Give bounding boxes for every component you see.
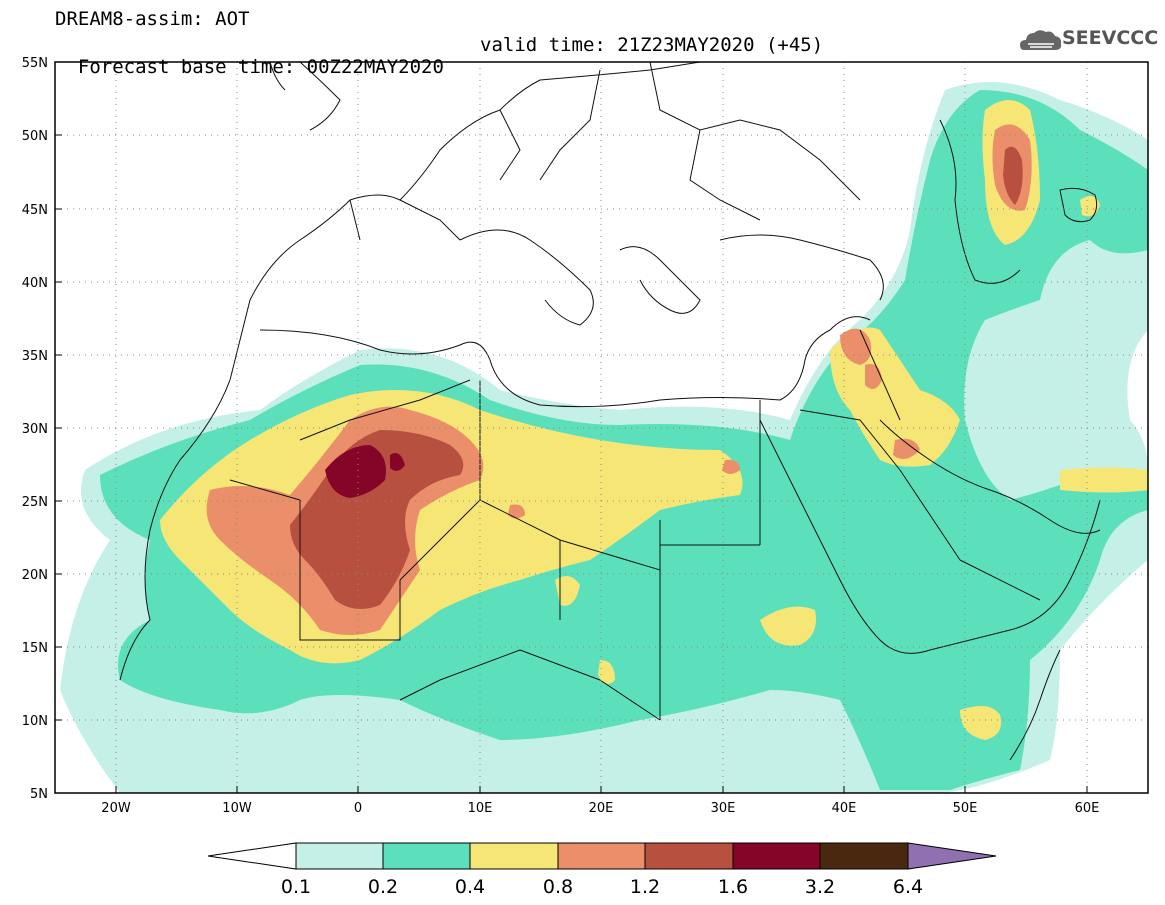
lon-label: 0 xyxy=(354,801,362,816)
cloud-icon xyxy=(1020,30,1062,50)
colorbar-swatch xyxy=(819,842,909,870)
colorbar-swatch xyxy=(644,842,734,870)
colorbar xyxy=(207,842,997,870)
colorbar-labels: 0.1 0.2 0.4 0.8 1.2 1.6 3.2 6.4 xyxy=(281,876,923,898)
title-line-1: DREAM8-assim: AOT xyxy=(55,8,250,30)
lon-label: 20E xyxy=(589,801,614,816)
lat-label: 25N xyxy=(22,495,48,510)
lat-label: 20N xyxy=(22,568,48,583)
colorbar-label: 0.8 xyxy=(543,876,573,898)
lon-label: 20W xyxy=(101,801,131,816)
colorbar-over-arrow xyxy=(907,842,997,870)
lat-label: 50N xyxy=(22,129,48,144)
colorbar-label: 1.6 xyxy=(718,876,748,898)
lon-label: 40E xyxy=(832,801,857,816)
colorbar-label: 1.2 xyxy=(630,876,660,898)
colorbar-swatch xyxy=(382,842,471,870)
aot-level-1-6 xyxy=(325,445,405,498)
title-line-2: Forecast base time: 00Z22MAY2020 valid t… xyxy=(55,34,823,100)
lon-label: 30E xyxy=(711,801,736,816)
lat-label: 40N xyxy=(22,276,48,291)
lat-label: 30N xyxy=(22,422,48,437)
lon-labels: 20W 10W 0 10E 20E 30E 40E 50E 60E xyxy=(101,801,1099,816)
colorbar-label: 6.4 xyxy=(893,876,923,898)
colorbar-label: 0.2 xyxy=(368,876,398,898)
lat-labels: 55N 50N 45N 40N 35N 30N 25N 20N 15N 10N … xyxy=(22,56,48,802)
lon-label: 60E xyxy=(1075,801,1100,816)
colorbar-swatch xyxy=(295,842,384,870)
lat-label: 35N xyxy=(22,349,48,364)
colorbar-label: 3.2 xyxy=(805,876,835,898)
lat-label: 55N xyxy=(22,56,48,71)
lat-label: 5N xyxy=(30,787,48,802)
colorbar-swatch xyxy=(557,842,646,870)
lat-label: 45N xyxy=(22,203,48,218)
lat-label: 10N xyxy=(22,714,48,729)
colorbar-under-arrow xyxy=(207,842,297,870)
logo-text: SEEVCCC xyxy=(1062,27,1159,49)
graticule xyxy=(55,62,1148,793)
colorbar-label: 0.4 xyxy=(455,876,485,898)
lon-label: 10W xyxy=(222,801,252,816)
valid-time: valid time: 21Z23MAY2020 (+45) xyxy=(480,34,824,56)
aot-field xyxy=(60,82,1148,793)
lon-label: 50E xyxy=(953,801,978,816)
lon-label: 10E xyxy=(468,801,493,816)
colorbar-swatch xyxy=(732,842,821,870)
colorbar-swatch xyxy=(469,842,559,870)
axis-ticks xyxy=(55,61,1088,794)
lat-label: 15N xyxy=(22,641,48,656)
colorbar-label: 0.1 xyxy=(281,876,311,898)
